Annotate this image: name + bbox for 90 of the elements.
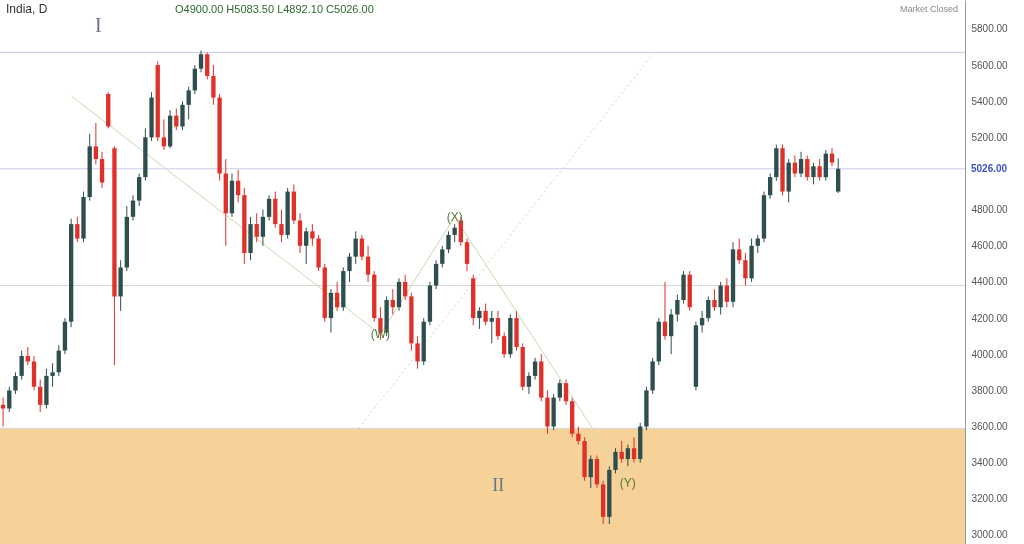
candlestick — [180, 100, 185, 131]
y-tick-label: 3000.00 — [971, 529, 1009, 541]
candlestick — [576, 426, 581, 446]
candlestick — [161, 118, 167, 151]
candlestick — [557, 379, 562, 402]
candlestick — [13, 371, 18, 395]
y-tick-label: 4200.00 — [971, 312, 1009, 324]
y-tick-label: 3200.00 — [971, 493, 1009, 505]
candlestick — [390, 288, 395, 315]
candlestick — [477, 306, 482, 330]
candlestick — [353, 230, 358, 265]
y-tick-label: 5800.00 — [971, 23, 1009, 35]
candlestick — [811, 162, 816, 185]
y-tick-label: 5200.00 — [971, 131, 1009, 143]
candlestick — [823, 149, 828, 182]
y-tick-label: 4800.00 — [971, 204, 1009, 216]
candlestick — [495, 310, 501, 341]
candlestick — [415, 335, 420, 370]
candlestick — [829, 147, 835, 167]
candlestick — [198, 50, 204, 73]
candlestick — [464, 238, 470, 272]
annotation: (Y) — [619, 475, 636, 490]
candlestick — [619, 440, 624, 464]
annotation: O4900.00 H5083.50 L4892.10 C5026.00 — [175, 3, 374, 15]
candlestick — [805, 154, 810, 182]
candlestick — [304, 227, 309, 265]
candlestick — [501, 332, 507, 359]
candlestick — [613, 447, 618, 475]
candlestick — [130, 194, 136, 221]
candlestick — [743, 252, 748, 287]
candlestick — [310, 223, 315, 247]
candlestick — [359, 234, 365, 261]
candlestick — [737, 238, 742, 265]
y-tick-label: 5400.00 — [971, 95, 1009, 107]
candlestick — [440, 245, 445, 268]
candlestick — [254, 212, 259, 243]
annotation: I — [95, 14, 102, 37]
candlestick — [532, 357, 538, 381]
candlestick — [724, 277, 730, 308]
candlestick — [174, 107, 179, 131]
candlestick — [38, 379, 43, 413]
candlestick — [588, 454, 593, 489]
candlestick — [452, 223, 457, 243]
candlestick — [19, 350, 24, 381]
candlestick — [755, 234, 760, 254]
candlestick — [7, 386, 12, 413]
candlestick — [669, 308, 674, 355]
candlestick — [836, 157, 841, 194]
candlestick — [817, 158, 822, 182]
candlestick — [798, 151, 804, 178]
y-tick-label: 3400.00 — [971, 457, 1009, 469]
y-tick-label: 5600.00 — [971, 59, 1009, 71]
candlestick — [563, 379, 569, 406]
y-tick-label: 4400.00 — [971, 276, 1009, 288]
candlestick — [75, 216, 80, 243]
candlestick — [50, 362, 55, 388]
candlestick — [365, 245, 371, 283]
candlestick — [767, 173, 773, 200]
candlestick — [446, 230, 451, 254]
candlestick — [699, 310, 705, 334]
y-tick-label: 4000.00 — [971, 348, 1009, 360]
annotation: Market Closed — [900, 4, 959, 14]
candlestick — [137, 173, 142, 207]
y-tick-label: 3600.00 — [971, 421, 1009, 433]
y-tick-label: 4600.00 — [971, 240, 1009, 252]
candlestick — [631, 436, 637, 464]
candlestick — [625, 444, 631, 467]
candlestick — [93, 122, 99, 165]
candlestick — [99, 151, 105, 189]
candlestick — [347, 252, 352, 283]
candlestick — [712, 288, 717, 312]
candlestick — [205, 51, 210, 81]
candlestick — [279, 209, 284, 243]
ref-line-label: 5026.00 — [971, 162, 1008, 174]
candlestick — [718, 281, 723, 315]
candlestick — [433, 259, 439, 290]
candlestick — [792, 154, 798, 178]
candlestick — [211, 64, 216, 106]
candlestick — [526, 371, 532, 395]
candlestick — [260, 209, 266, 247]
candlestick — [675, 294, 680, 323]
chart-title: India, D — [6, 2, 48, 16]
candlestick — [266, 194, 272, 221]
candlestick — [483, 303, 488, 326]
y-tick-label: 3800.00 — [971, 384, 1009, 396]
annotation: (X) — [446, 209, 463, 224]
band-label: II — [492, 475, 505, 496]
candlestick — [186, 86, 191, 120]
candlestick — [706, 295, 711, 323]
candlestick — [489, 310, 494, 344]
